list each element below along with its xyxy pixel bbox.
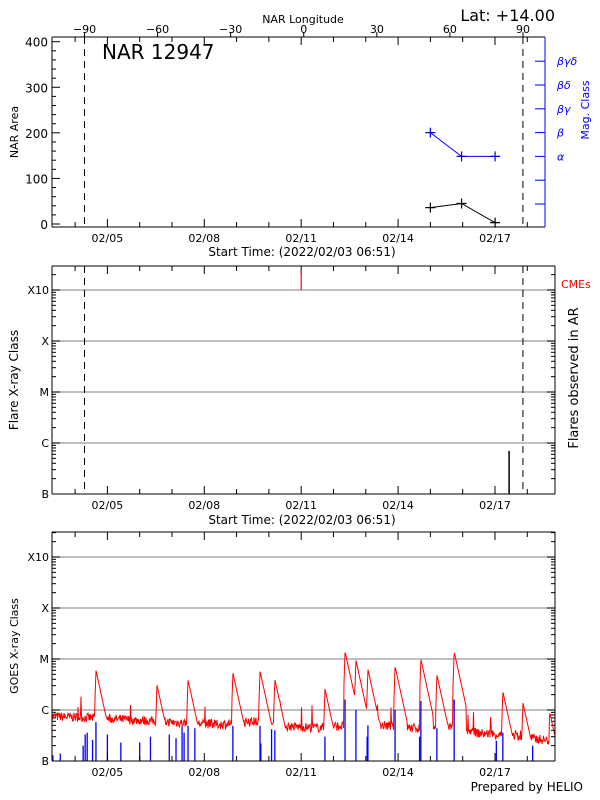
- flares-in-ar-label: Flares observed in AR: [567, 307, 582, 448]
- flare-y-tick-label: B: [41, 488, 49, 501]
- lon-tick-label: 60: [443, 23, 457, 36]
- goes-x-tick-label: 02/08: [188, 766, 220, 779]
- ar-title: NAR 12947: [102, 40, 215, 64]
- nar-x-tick-label: 02/14: [382, 232, 414, 245]
- flare-x-tick-label: 02/11: [285, 499, 317, 512]
- flare-x-tick-label: 02/17: [479, 499, 511, 512]
- mag-class-point: [456, 151, 467, 162]
- goes-x-tick-label: 02/05: [92, 766, 124, 779]
- credit-label: Prepared by HELIO: [471, 780, 583, 794]
- nar-x-tick-label: 02/08: [188, 232, 220, 245]
- nar-area-ylabel: NAR Area: [8, 106, 21, 158]
- flare-y-tick-label: X10: [27, 284, 49, 297]
- nar-x-tick-label: 02/17: [479, 232, 511, 245]
- flare-y-tick-label: C: [41, 437, 49, 450]
- goes-y-tick-label: C: [41, 704, 49, 717]
- mag-y-tick-label: β: [556, 127, 564, 140]
- cmes-label: CMEs: [561, 278, 591, 291]
- lat-label: Lat: +14.00: [460, 6, 555, 25]
- flare-x-tick-label: 02/05: [92, 499, 124, 512]
- goes-x-tick-label: 02/11: [285, 766, 317, 779]
- top-axis-title: NAR Longitude: [262, 13, 344, 26]
- goes-y-tick-label: M: [40, 653, 50, 666]
- panel2-xlabel: Start Time: (2022/02/03 06:51): [208, 513, 395, 527]
- nar-y-tick-label: 0: [40, 218, 48, 232]
- panel1-xlabel: Start Time: (2022/02/03 06:51): [208, 245, 395, 259]
- nar-y-tick-label: 100: [25, 172, 48, 186]
- goes-x-tick-label: 02/17: [479, 766, 511, 779]
- mag-y-tick-label: βγ: [556, 103, 571, 116]
- nar-area-panel: 02/05 02/08 02/11 02/14 02/170100200300400−9…: [25, 23, 577, 245]
- goes-y-tick-label: B: [41, 755, 49, 768]
- mag-y-tick-label: α: [557, 150, 565, 163]
- mag-y-tick-label: βγδ: [556, 55, 578, 68]
- nar-area-point: [425, 202, 436, 213]
- nar-area-point: [456, 198, 467, 209]
- nar-area-line: [430, 202, 496, 224]
- flare-y-tick-label: X: [41, 335, 49, 348]
- flare-x-tick-label: 02/08: [188, 499, 220, 512]
- goes-x-tick-label: 02/14: [382, 766, 414, 779]
- mag-class-point: [425, 127, 436, 138]
- lon-tick-label: −60: [146, 23, 169, 36]
- mag-class-line: [430, 132, 496, 157]
- goes-y-tick-label: X10: [27, 551, 49, 564]
- flare-class-ylabel: Flare X-ray Class: [7, 330, 21, 430]
- goes-ylabel: GOES X-ray Class: [8, 598, 21, 694]
- nar-x-tick-label: 02/11: [285, 232, 317, 245]
- nar-y-tick-label: 300: [25, 81, 48, 95]
- nar-y-tick-label: 400: [25, 36, 48, 50]
- flare-class-panel: B C M X X10 02/05 02/08 02/11 02/14 02/17: [27, 265, 556, 512]
- lon-tick-label: 30: [370, 23, 384, 36]
- flare-x-tick-label: 02/14: [382, 499, 414, 512]
- mag-class-point: [490, 151, 501, 162]
- goes-y-tick-label: X: [41, 602, 49, 615]
- mag-class-ylabel: Mag. Class: [579, 80, 592, 139]
- lon-tick-label: 90: [516, 23, 530, 36]
- lon-tick-label: −30: [219, 23, 242, 36]
- goes-xray-panel: B C M X X10 02/05 02/08 02/11 02/14 02/17: [27, 531, 556, 779]
- flare-y-tick-label: M: [40, 386, 50, 399]
- nar-x-tick-label: 02/05: [92, 232, 124, 245]
- mag-y-tick-label: βδ: [556, 79, 571, 92]
- lon-tick-label: −90: [73, 23, 96, 36]
- lon-tick-label: 0: [300, 23, 307, 36]
- nar-area-point: [490, 217, 501, 228]
- nar-y-tick-label: 200: [25, 127, 48, 141]
- goes-long-curve: [51, 652, 556, 745]
